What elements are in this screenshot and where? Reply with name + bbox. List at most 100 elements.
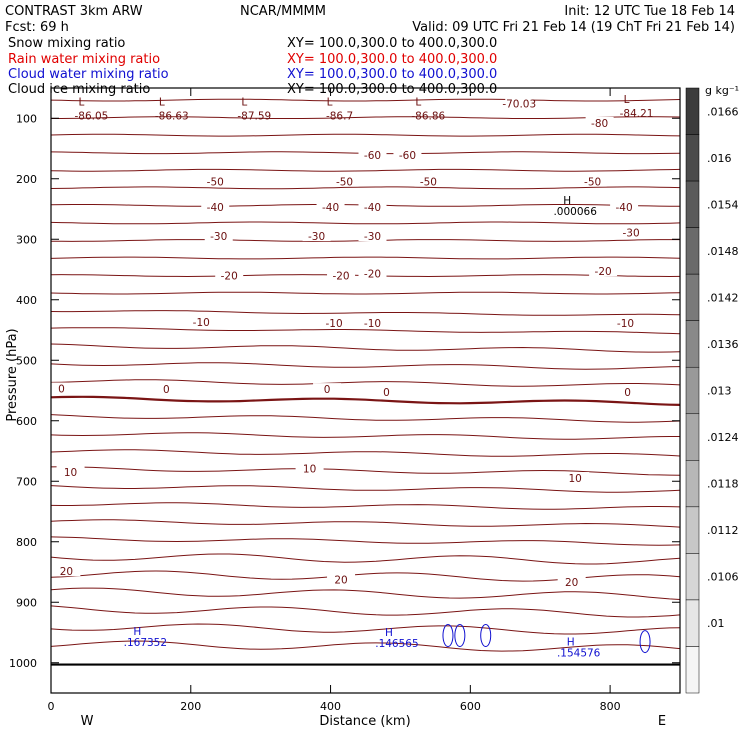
- colorbar-tick-label: .013: [707, 385, 732, 398]
- contour-label-bg: [358, 317, 387, 329]
- contour-line: [50, 310, 681, 316]
- minimum-value: -86.7: [326, 110, 353, 122]
- contour-line: [50, 221, 681, 225]
- contour-label: -50: [207, 177, 224, 189]
- contour-line: [50, 291, 681, 295]
- contour-label-bg: [613, 386, 642, 398]
- colorbar-unit: g kg⁻¹: [705, 84, 739, 97]
- contour-line: [50, 133, 681, 137]
- init-time: Init: 12 UTC Tue 18 Feb 14: [564, 4, 735, 19]
- contour-label: 10: [303, 463, 316, 475]
- contour-line: [50, 98, 681, 102]
- colorbar-segment: [685, 646, 700, 694]
- contour-line: [50, 485, 681, 493]
- contour-label: 0: [624, 387, 631, 399]
- contour-label-bg: [56, 465, 85, 477]
- colorbar-segment: [685, 320, 700, 368]
- contour-label-bg: [358, 267, 387, 279]
- contour-line: [50, 519, 681, 528]
- colorbar-segment: [685, 553, 700, 601]
- contour-label-bg: [302, 230, 331, 242]
- colorbar-tick-label: .0112: [707, 524, 739, 537]
- colorbar-segment: [685, 506, 700, 554]
- colorbar-segment: [685, 87, 700, 135]
- contour-label: 0: [163, 384, 170, 396]
- cloud-water-contour: [480, 624, 492, 648]
- valid-time: Valid: 09 UTC Fri 21 Feb 14 (19 ChT Fri …: [412, 20, 735, 35]
- x-axis-title: Distance (km): [319, 714, 410, 729]
- x-tick-label: 800: [600, 700, 621, 713]
- x-tick-label: 200: [180, 700, 201, 713]
- contour-label: -30: [308, 231, 325, 243]
- contour-line: [50, 256, 681, 260]
- contour-label-bg: [617, 226, 646, 238]
- colorbar-tick-label: .0124: [707, 431, 739, 444]
- contour-label: 0: [324, 384, 331, 396]
- minimum-marker: L: [415, 96, 421, 108]
- y-tick-label: 800: [16, 536, 37, 549]
- contour-label-bg: [47, 382, 76, 394]
- minimum-value: -87.59: [237, 110, 271, 122]
- y-tick-label: 300: [16, 233, 37, 246]
- minimum-value: -86.86: [411, 110, 445, 122]
- contour-label-bg: [358, 230, 387, 242]
- contour-label: -40: [322, 202, 339, 214]
- contour-label-bg: [578, 175, 607, 187]
- x-tick-label: 600: [460, 700, 481, 713]
- contour-label-bg: [313, 383, 342, 395]
- contour-label-bg: [204, 230, 233, 242]
- minimum-marker: L: [327, 96, 333, 108]
- maximum-value: .146565: [375, 638, 418, 650]
- contour-label-bg: [414, 175, 443, 187]
- colorbar-segment: [685, 273, 700, 321]
- organization-label: NCAR/MMMM: [240, 4, 326, 19]
- colorbar-segment: [685, 599, 700, 647]
- y-tick-label: 600: [16, 415, 37, 428]
- contour-label: -10: [193, 317, 210, 329]
- colorbar-tick-label: .016: [707, 152, 732, 165]
- x-tick-label: 400: [320, 700, 341, 713]
- colorbar-segment: [685, 460, 700, 508]
- contour-label: -30: [210, 231, 227, 243]
- contour-line: [50, 327, 681, 335]
- maximum-value: .000066: [553, 206, 597, 218]
- contour-label: -10: [617, 318, 634, 330]
- x-tick-label: 0: [48, 700, 55, 713]
- colorbar-tick-label: .0118: [707, 478, 739, 491]
- contour-label: -30: [364, 231, 381, 243]
- contour-label: -10: [325, 318, 342, 330]
- maximum-marker: H: [563, 195, 571, 207]
- field-name-rain: Rain water mixing ratio: [8, 52, 160, 67]
- contour-label: 20: [334, 575, 347, 587]
- contour-label: -50: [336, 177, 353, 189]
- colorbar-segment: [685, 227, 700, 275]
- field-name-snow: Snow mixing ratio: [8, 36, 125, 51]
- contour-label: -70.03: [502, 99, 536, 111]
- colorbar-tick-label: .0136: [707, 338, 739, 351]
- contour-line: [50, 623, 681, 635]
- cloud-water-contour: [454, 624, 466, 648]
- contour-label: 20: [60, 566, 73, 578]
- contour-label-bg: [52, 565, 81, 577]
- field-xy-cloud-ice: XY= 100.0,300.0 to 400.0,300.0: [287, 82, 497, 97]
- contour-label-bg: [327, 269, 356, 281]
- colorbar-segment: [685, 134, 700, 182]
- contour-label: 20: [565, 577, 578, 589]
- contour-line: [50, 432, 680, 440]
- contour-line: [51, 116, 681, 119]
- contour-line: [50, 587, 681, 600]
- y-tick-label: 200: [16, 173, 37, 186]
- colorbar-tick-label: .0148: [707, 245, 739, 258]
- contour-label-bg: [561, 472, 590, 484]
- contour-label-bg: [585, 116, 614, 128]
- contour-label-bg: [215, 269, 244, 281]
- y-tick-label: 100: [16, 112, 37, 125]
- contour-line: [50, 168, 681, 172]
- contour-label-bg: [358, 148, 387, 160]
- contour-label-bg: [505, 97, 534, 109]
- contour-label-bg: [201, 201, 230, 212]
- contour-label-bg: [327, 573, 356, 585]
- colorbar-tick-label: .0154: [707, 198, 739, 211]
- minimum-value: -84.21: [620, 108, 654, 120]
- minimum-value: -86.63: [155, 110, 189, 122]
